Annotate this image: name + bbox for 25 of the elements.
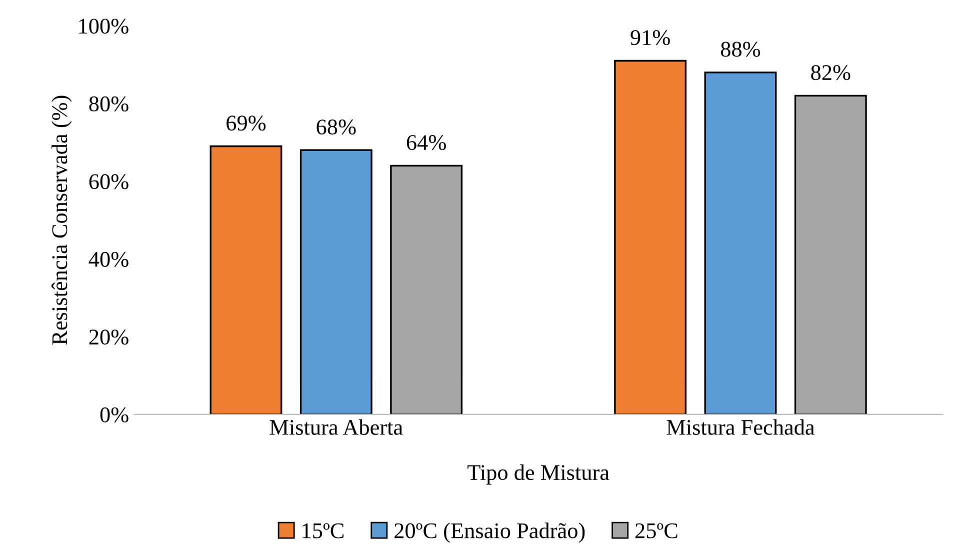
bar: [210, 145, 282, 414]
legend-label: 25ºC: [635, 523, 678, 538]
y-tick-label: 60%: [89, 174, 128, 190]
x-tick-label: Mistura Fechada: [666, 419, 815, 435]
legend-label: 15ºC: [302, 523, 344, 538]
y-tick-label: 40%: [88, 252, 128, 267]
bar: [794, 94, 867, 414]
y-tick-label: 20%: [89, 330, 128, 345]
data-label: 91%: [630, 30, 670, 46]
bar: [390, 164, 463, 414]
y-axis-title: Resistência Conservada (%): [52, 96, 72, 345]
x-axis-title: Tipo de Mistura: [468, 464, 610, 485]
data-label: 69%: [226, 116, 266, 131]
y-tick-label: 80%: [89, 96, 128, 112]
data-label: 68%: [316, 120, 356, 135]
bar: [300, 149, 372, 414]
bar: [704, 72, 777, 414]
y-tick-label: 0%: [100, 407, 128, 422]
data-label: 64%: [406, 135, 446, 150]
legend-label: 20ºC (Ensaio Padrão): [394, 522, 585, 543]
data-label: 88%: [720, 42, 760, 57]
x-tick-label: Mistura Aberta: [270, 419, 403, 435]
bar: [614, 60, 687, 414]
y-tick-label: 100%: [79, 18, 128, 34]
data-label: 82%: [811, 65, 850, 80]
